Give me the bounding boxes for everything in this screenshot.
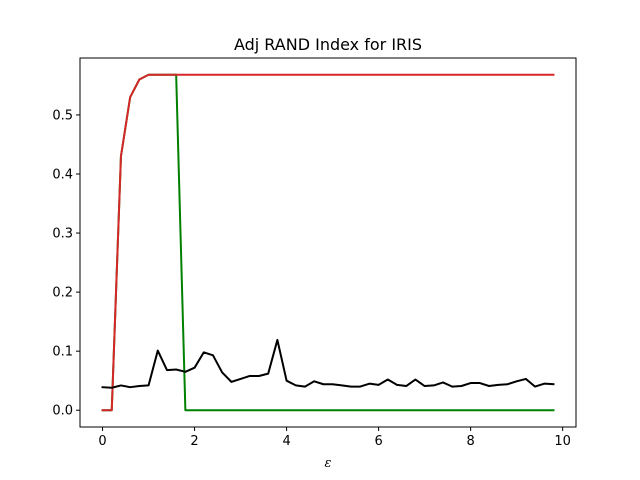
plot-frame [79,57,577,428]
y-tick-label: 0.2 [52,286,73,301]
axis-layer: 0 2 4 6 8 10 0.0 0.1 0.2 0.3 0.4 0.5 [52,57,577,449]
y-tick-label: 0.5 [52,108,73,123]
x-tick-label: 10 [554,434,571,449]
series-layer [101,73,555,412]
y-tick-label: 0.1 [52,345,73,360]
chart-title: Adj RAND Index for IRIS [234,35,422,54]
x-tick-label: 2 [190,434,198,449]
series-line-1 [101,73,555,412]
x-tick-label: 6 [374,434,382,449]
x-tick-label: 0 [98,434,106,449]
y-tick-label: 0.0 [52,404,73,419]
x-tick-label: 4 [282,434,290,449]
y-tick-label: 0.3 [52,227,73,242]
x-axis-label: ε [325,456,332,471]
y-tick-label: 0.4 [52,167,73,182]
series-line-3 [101,338,555,389]
x-tick-label: 8 [466,434,474,449]
series-line-2 [101,73,555,412]
